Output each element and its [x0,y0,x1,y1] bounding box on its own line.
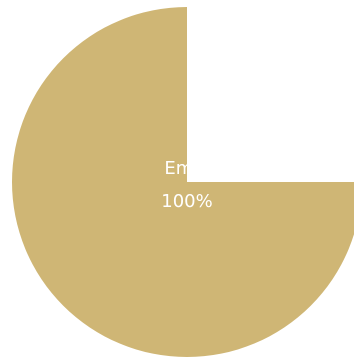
slice-percent-label: 100% [161,191,212,212]
pie-slice-empl [12,7,354,357]
slice-label: Empl [164,158,209,179]
